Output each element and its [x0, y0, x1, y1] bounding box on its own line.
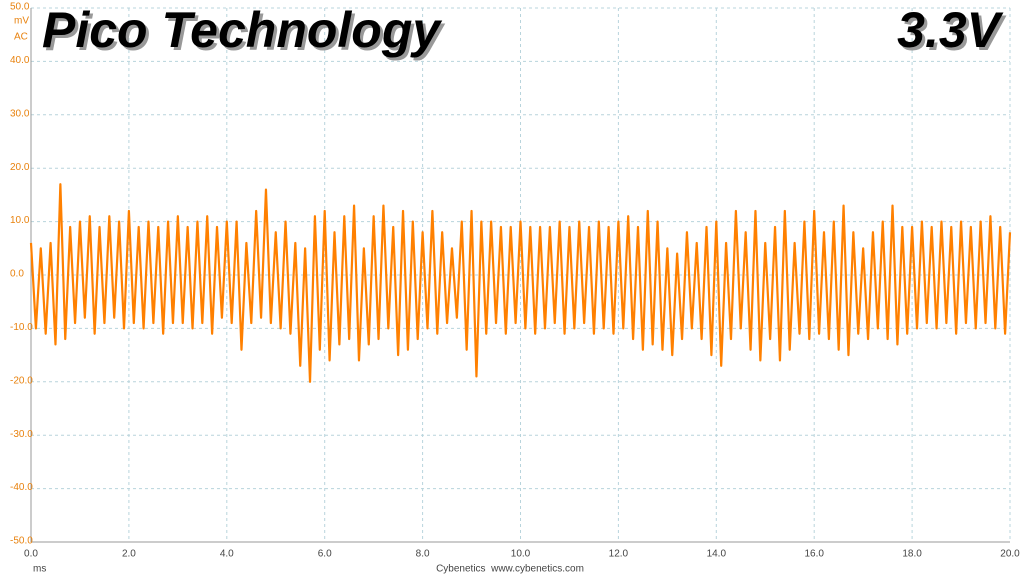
- x-tick-label: 0.0: [24, 549, 38, 560]
- title-shadow: Pico Technology: [45, 5, 445, 61]
- x-tick-label: 6.0: [318, 549, 332, 560]
- chart-title: Pico Technology: [42, 2, 442, 58]
- x-tick-label: 14.0: [707, 549, 727, 560]
- y-tick-label: 20.0: [10, 162, 30, 173]
- x-tick-label: 20.0: [1000, 549, 1020, 560]
- x-tick-label: 2.0: [122, 549, 136, 560]
- x-tick-label: 8.0: [416, 549, 430, 560]
- y-tick-label: 40.0: [10, 55, 30, 66]
- y-tick-label: -30.0: [10, 429, 33, 440]
- x-tick-label: 16.0: [804, 549, 824, 560]
- y-tick-label: -40.0: [10, 482, 33, 493]
- footer: Cybenetics www.cybenetics.com: [436, 564, 584, 575]
- y-unit: mV: [14, 16, 29, 27]
- y-tick-label: -10.0: [10, 322, 33, 333]
- plot: [29, 183, 1012, 383]
- y-tick-label: 0.0: [10, 269, 24, 280]
- grid: [30, 7, 1011, 543]
- y-tick-label: 30.0: [10, 108, 30, 119]
- x-tick-label: 4.0: [220, 549, 234, 560]
- annotation: 3.3V: [897, 2, 1004, 58]
- y-tick-label: 50.0: [10, 2, 30, 13]
- x-unit: ms: [33, 564, 46, 575]
- y-tick-label: -20.0: [10, 375, 33, 386]
- signal-line: [29, 183, 1012, 383]
- y-mode: AC: [14, 32, 28, 43]
- y-tick-label: -50.0: [10, 536, 33, 547]
- annotation-shadow: 3.3V: [900, 5, 1007, 61]
- x-tick-label: 18.0: [902, 549, 922, 560]
- x-tick-label: 12.0: [609, 549, 629, 560]
- x-tick-label: 10.0: [511, 549, 531, 560]
- y-tick-label: 10.0: [10, 215, 30, 226]
